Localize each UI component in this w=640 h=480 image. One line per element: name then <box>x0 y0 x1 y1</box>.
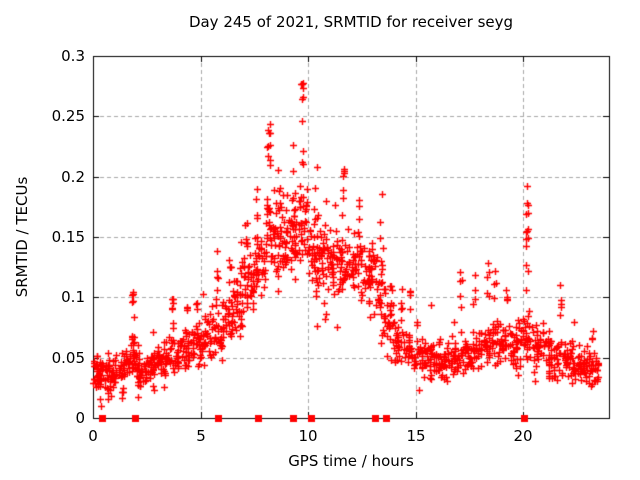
x-tick-label: 0 <box>88 427 98 445</box>
x-axis-label: GPS time / hours <box>288 452 414 470</box>
x-tick-label: 20 <box>513 427 533 445</box>
x-tick-label: 5 <box>196 427 206 445</box>
y-tick-label: 0.2 <box>61 168 85 186</box>
y-tick-label: 0 <box>75 409 85 427</box>
y-tick-label: 0.25 <box>51 107 85 125</box>
x-tick-label: 15 <box>406 427 426 445</box>
chart-title: Day 245 of 2021, SRMTID for receiver sey… <box>188 13 514 31</box>
y-tick-label: 0.05 <box>51 349 85 367</box>
y-tick-label: 0.15 <box>51 228 85 246</box>
x-tick-label: 10 <box>298 427 318 445</box>
y-tick-label: 0.1 <box>61 288 85 306</box>
y-tick-label: 0.3 <box>61 47 85 65</box>
